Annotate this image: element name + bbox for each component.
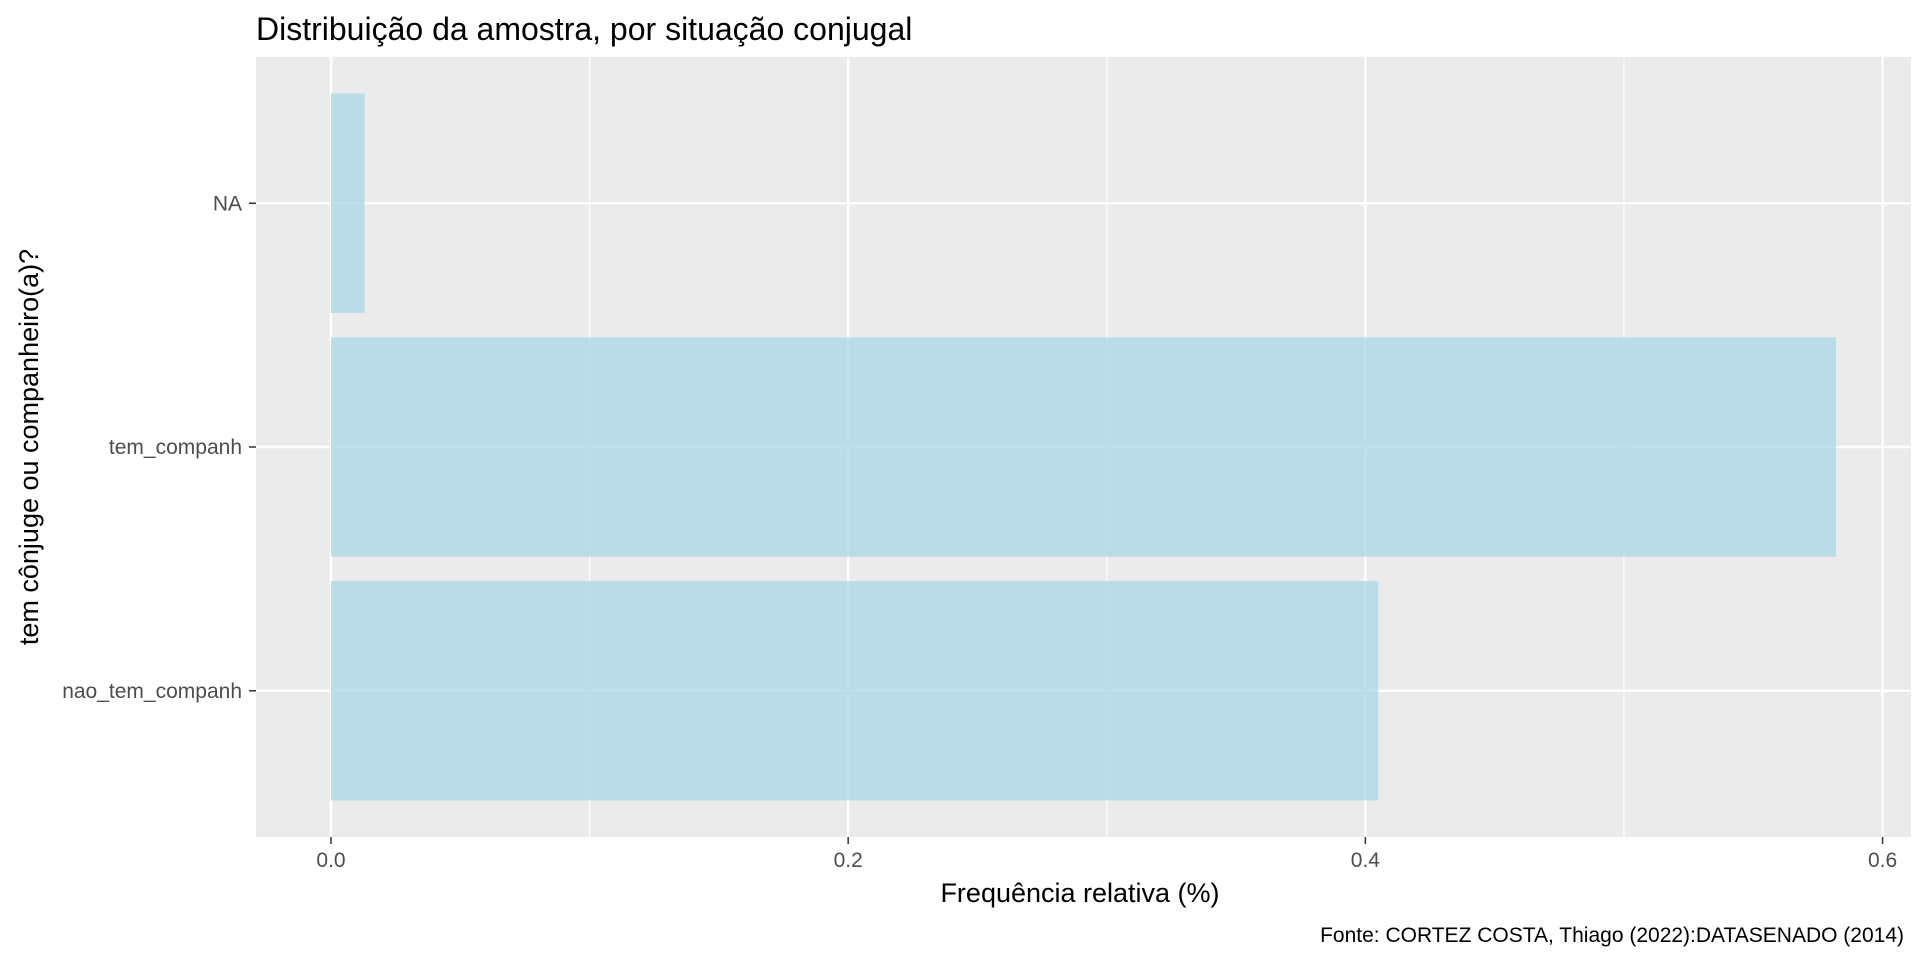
- x-tick-label: 0.0: [316, 849, 345, 872]
- y-axis-title: tem cônjuge ou companheiro(a)?: [14, 249, 44, 645]
- x-tick-label: 0.6: [1868, 849, 1897, 872]
- y-axis: nao_tem_companh tem_companh NA: [62, 192, 256, 703]
- bar-nao-tem-companh: [330, 581, 1379, 801]
- y-tick-label: nao_tem_companh: [62, 680, 242, 703]
- y-tick-label: NA: [213, 192, 242, 215]
- bar-tem-companh: [330, 337, 1837, 557]
- chart-title: Distribuição da amostra, por situação co…: [256, 11, 912, 47]
- bars: [330, 93, 1837, 801]
- x-axis-title: Frequência relativa (%): [940, 878, 1219, 908]
- x-tick-label: 0.2: [834, 849, 863, 872]
- chart-caption: Fonte: CORTEZ COSTA, Thiago (2022):DATAS…: [1320, 924, 1904, 947]
- bar-na: [330, 93, 365, 313]
- x-tick-label: 0.4: [1351, 849, 1381, 872]
- y-tick-label: tem_companh: [109, 436, 242, 459]
- x-axis: 0.0 0.2 0.4 0.6: [316, 837, 1897, 872]
